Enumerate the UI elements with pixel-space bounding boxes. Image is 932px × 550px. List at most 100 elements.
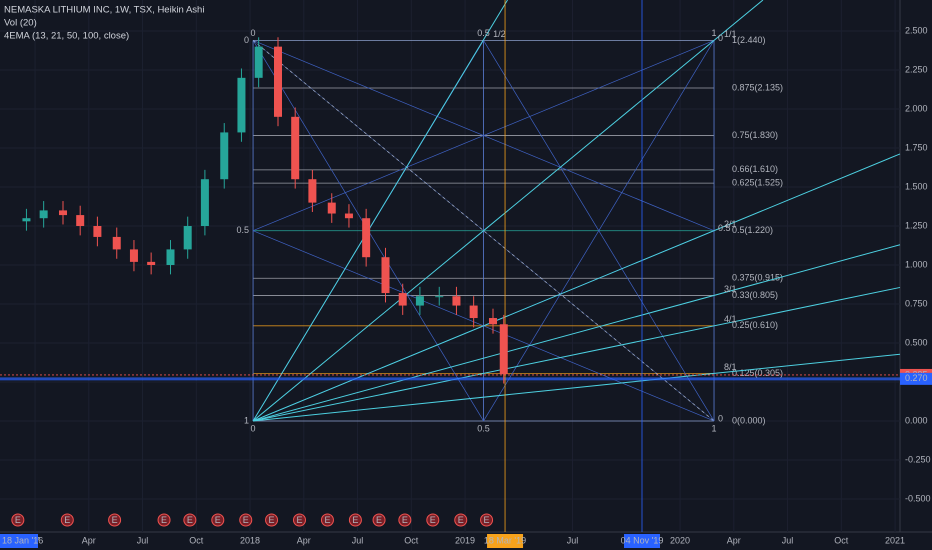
gann-box-label: 0 <box>244 35 249 45</box>
candle-body <box>22 218 31 222</box>
candle-body <box>435 296 444 298</box>
x-tick-label: Jul <box>137 535 149 545</box>
candle-body <box>39 210 48 219</box>
gann-box-label: 0 <box>718 33 723 43</box>
earnings-marker <box>157 513 171 527</box>
candle-body <box>344 213 353 219</box>
date-tag <box>487 534 524 548</box>
y-tick-label: 1.500 <box>905 181 928 191</box>
x-tick-label: Apr <box>297 535 311 545</box>
candle-body <box>147 261 156 265</box>
gann-box-label: 0 <box>251 28 256 38</box>
candle-body <box>469 305 478 319</box>
earnings-marker <box>108 513 122 527</box>
earnings-label: E <box>324 515 330 525</box>
earnings-label: E <box>64 515 70 525</box>
earnings-label: E <box>296 515 302 525</box>
gann-level-label: 0.66(1.610) <box>732 164 778 174</box>
candle-body <box>166 249 175 265</box>
candle-body <box>220 132 229 180</box>
candle-body <box>499 324 508 375</box>
earnings-label: E <box>458 515 464 525</box>
gann-box-label: 0 <box>718 413 723 423</box>
gann-box-label: 1 <box>244 415 249 425</box>
earnings-label: E <box>402 515 408 525</box>
gann-fan-label: 1/2 <box>493 29 506 39</box>
gann-level-label: 0.25(0.610) <box>732 320 778 330</box>
earnings-label: E <box>484 515 490 525</box>
gann-level-label: 0.33(0.805) <box>732 290 778 300</box>
candle-body <box>76 215 85 227</box>
x-tick-label: Oct <box>834 535 849 545</box>
y-tick-label: -0.500 <box>905 493 931 503</box>
x-tick-label: 2018 <box>240 535 260 545</box>
earnings-marker <box>265 513 279 527</box>
candle-body <box>93 226 102 237</box>
x-tick-label: Oct <box>189 535 204 545</box>
earnings-marker <box>398 513 412 527</box>
earnings-label: E <box>187 515 193 525</box>
earnings-label: E <box>269 515 275 525</box>
y-tick-label: 1.000 <box>905 259 928 269</box>
candle-body <box>58 210 67 216</box>
x-tick-label: 2019 <box>455 535 475 545</box>
candle-body <box>398 293 407 306</box>
earnings-label: E <box>376 515 382 525</box>
earnings-label: E <box>15 515 21 525</box>
earnings-marker <box>454 513 468 527</box>
y-tick-label: 0.500 <box>905 337 928 347</box>
x-tick-label: Oct <box>404 535 419 545</box>
gann-fan <box>252 0 764 422</box>
gann-fan-label: 1/1 <box>724 29 737 39</box>
candle-body <box>381 257 390 294</box>
earnings-marker <box>320 513 334 527</box>
gann-level-label: 0.75(1.830) <box>732 130 778 140</box>
candle-body <box>237 77 246 133</box>
y-tick-label: 2.500 <box>905 25 928 35</box>
date-tag-label: 18 Jan '16 <box>2 535 43 545</box>
gann-fan <box>252 244 901 422</box>
earnings-label: E <box>215 515 221 525</box>
gann-level-label: 0.875(2.135) <box>732 82 783 92</box>
candle-body <box>362 218 371 258</box>
gann-level-label: 0.125(0.305) <box>732 368 783 378</box>
earnings-marker <box>480 513 494 527</box>
date-tag-label: 18 Mar '19 <box>484 535 526 545</box>
gann-fan-label: 8/1 <box>724 362 737 372</box>
earnings-marker <box>348 513 362 527</box>
candle-body <box>129 249 138 262</box>
gann-fan-label: 2/1 <box>724 219 737 229</box>
gann-level-label: 0.375(0.915) <box>732 273 783 283</box>
earnings-label: E <box>161 515 167 525</box>
price-tag-label: 0.270 <box>905 373 928 383</box>
gann-fan-secondary <box>252 40 715 232</box>
gann-level-label: 0.5(1.220) <box>732 225 773 235</box>
gann-level-label: 0(0.000) <box>732 415 766 425</box>
candle-body <box>200 179 209 227</box>
date-tag <box>0 534 38 548</box>
earnings-marker <box>183 513 197 527</box>
candle-body <box>308 179 317 203</box>
earnings-marker <box>211 513 225 527</box>
earnings-label: E <box>430 515 436 525</box>
date-tag <box>623 534 660 548</box>
x-tick-label: Apr <box>727 535 741 545</box>
gann-box-label: 0.5 <box>477 28 490 38</box>
x-tick-label: Jul <box>567 535 579 545</box>
y-tick-label: 0.750 <box>905 298 928 308</box>
gann-fan <box>252 153 901 422</box>
x-tick-label: Jul <box>352 535 364 545</box>
x-tick-label: 2021 <box>885 535 905 545</box>
y-tick-label: -0.250 <box>905 454 931 464</box>
x-tick-label: Apr <box>82 535 96 545</box>
gann-box-label: 0.5 <box>477 423 490 433</box>
chart-title: NEMASKA LITHIUM INC, 1W, TSX, Heikin Ash… <box>4 5 204 16</box>
earnings-marker <box>11 513 25 527</box>
y-tick-label: 0.000 <box>905 415 928 425</box>
candle-body <box>291 116 300 180</box>
x-tick-label: Jul <box>782 535 794 545</box>
earnings-marker <box>372 513 386 527</box>
candle-body <box>327 202 336 214</box>
